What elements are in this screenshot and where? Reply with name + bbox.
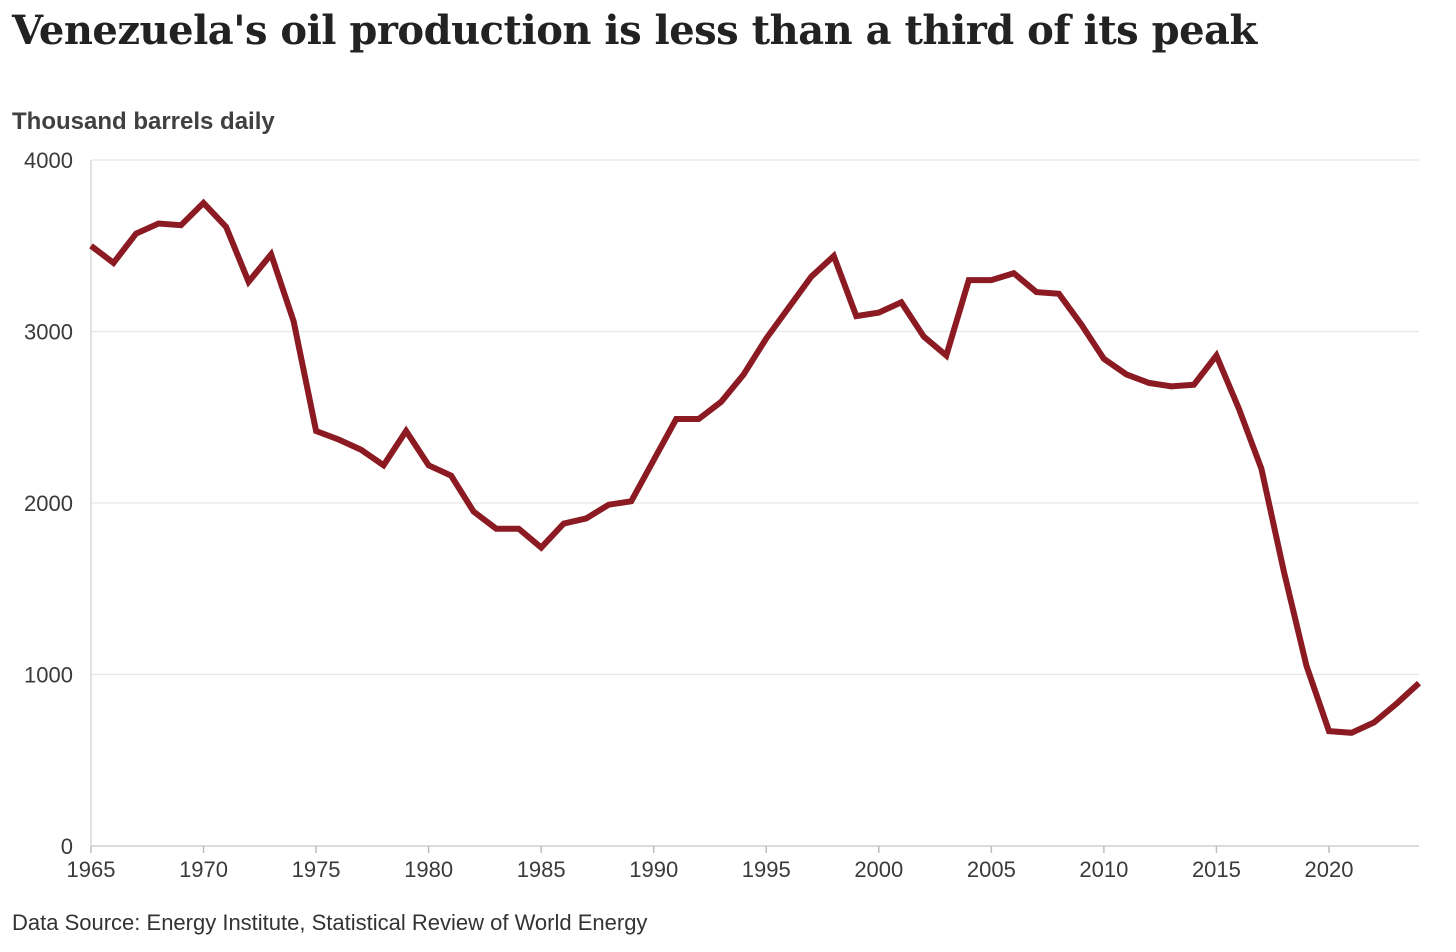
y-tick-2000: 2000: [24, 491, 73, 516]
x-tick-2005: 2005: [967, 857, 1016, 882]
series-line-0: [89, 198, 1422, 736]
y-tick-3000: 3000: [24, 320, 73, 345]
x-tick-labels: 1965 1970 1975 1980 1985 1990 1995 2000 2005 2010…: [67, 857, 1354, 882]
y-axis-label: Thousand barrels daily: [12, 108, 275, 135]
x-tick-1975: 1975: [292, 857, 341, 882]
axes: [90, 160, 1419, 853]
grid-lines: [91, 159, 1419, 676]
x-tick-2020: 2020: [1304, 857, 1353, 882]
x-tick-1965: 1965: [67, 857, 116, 882]
x-tick-2015: 2015: [1192, 857, 1241, 882]
y-tick-labels: 0 1000 2000 3000 4000: [24, 148, 73, 859]
y-tick-0: 0: [61, 834, 73, 859]
x-tick-1980: 1980: [404, 857, 453, 882]
y-tick-1000: 1000: [24, 663, 73, 688]
series-layer: [89, 198, 1422, 736]
x-tick-1990: 1990: [629, 857, 678, 882]
chart-title: Venezuela's oil production is less than …: [12, 7, 1257, 54]
x-tick-1985: 1985: [517, 857, 566, 882]
data-source-note: Data Source: Energy Institute, Statistic…: [12, 910, 648, 935]
x-tick-2000: 2000: [854, 857, 903, 882]
x-tick-1970: 1970: [179, 857, 228, 882]
x-tick-2010: 2010: [1079, 857, 1128, 882]
y-tick-4000: 4000: [24, 148, 73, 173]
x-tick-1995: 1995: [742, 857, 791, 882]
